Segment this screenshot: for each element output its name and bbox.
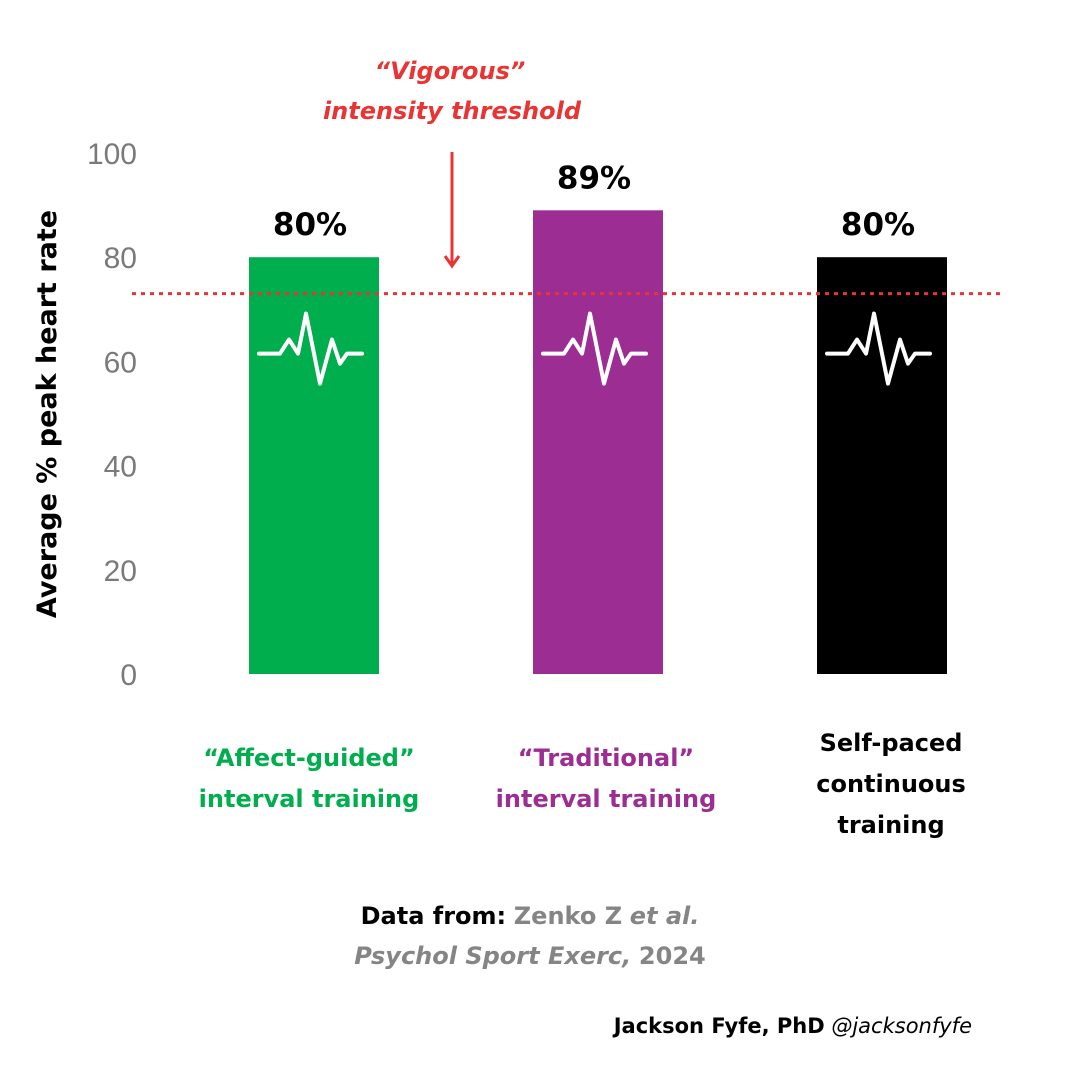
heartbeat-pulse-icon	[257, 311, 364, 386]
value-label: 89%	[557, 160, 631, 196]
source-year: 2024	[638, 942, 706, 970]
threshold-annotation: “Vigorous” intensity threshold	[323, 57, 582, 269]
source-journal: Psychol Sport Exerc,	[354, 942, 632, 970]
threshold-label-line1: “Vigorous”	[375, 57, 526, 85]
down-arrow-icon	[443, 152, 461, 269]
value-label: 80%	[273, 207, 347, 243]
y-tick-label: 80	[104, 242, 137, 275]
category-label-line: training	[837, 811, 945, 839]
category-label-line: interval training	[198, 785, 420, 813]
credit-name: Jackson Fyfe, PhD	[613, 1014, 825, 1038]
y-tick-label: 0	[120, 659, 137, 692]
category-label-line: “Traditional”	[517, 744, 695, 772]
value-label: 80%	[841, 207, 915, 243]
credit-handle: @jacksonfyfe	[831, 1014, 972, 1038]
source-prefix: Data from:	[360, 902, 507, 930]
author-credit: Jackson Fyfe, PhD @jacksonfyfe	[614, 1014, 972, 1038]
threshold-label-line2: intensity threshold	[323, 97, 582, 125]
bar	[817, 257, 947, 674]
category-label-traditional: “Traditional” interval training	[456, 738, 756, 820]
bar	[249, 257, 379, 674]
bar	[533, 210, 663, 674]
category-label-affect-guided: “Affect-guided” interval training	[159, 738, 459, 820]
bars: 80% 89% 80%	[249, 160, 947, 674]
y-tick-label: 40	[104, 451, 137, 484]
y-tick-label: 100	[87, 138, 137, 171]
y-tick-label: 60	[104, 346, 137, 379]
category-label-line: continuous	[816, 770, 966, 798]
heartbeat-pulse-icon	[541, 311, 648, 386]
y-axis-ticks: 0 20 40 60 80 100	[87, 138, 137, 692]
y-tick-label: 20	[104, 555, 137, 588]
source-author: Zenko Z	[513, 902, 623, 930]
category-label-line: interval training	[495, 785, 717, 813]
source-etal: et al.	[629, 902, 700, 930]
data-source-citation: Data from: Zenko Z et al. Psychol Sport …	[290, 896, 770, 976]
category-label-line: Self-paced	[819, 729, 963, 757]
y-axis-label: Average % peak heart rate	[32, 210, 63, 618]
category-label-line: “Affect-guided”	[203, 744, 415, 772]
heartbeat-pulse-icon	[825, 311, 932, 386]
category-label-self-paced: Self-paced continuous training	[741, 723, 1041, 846]
